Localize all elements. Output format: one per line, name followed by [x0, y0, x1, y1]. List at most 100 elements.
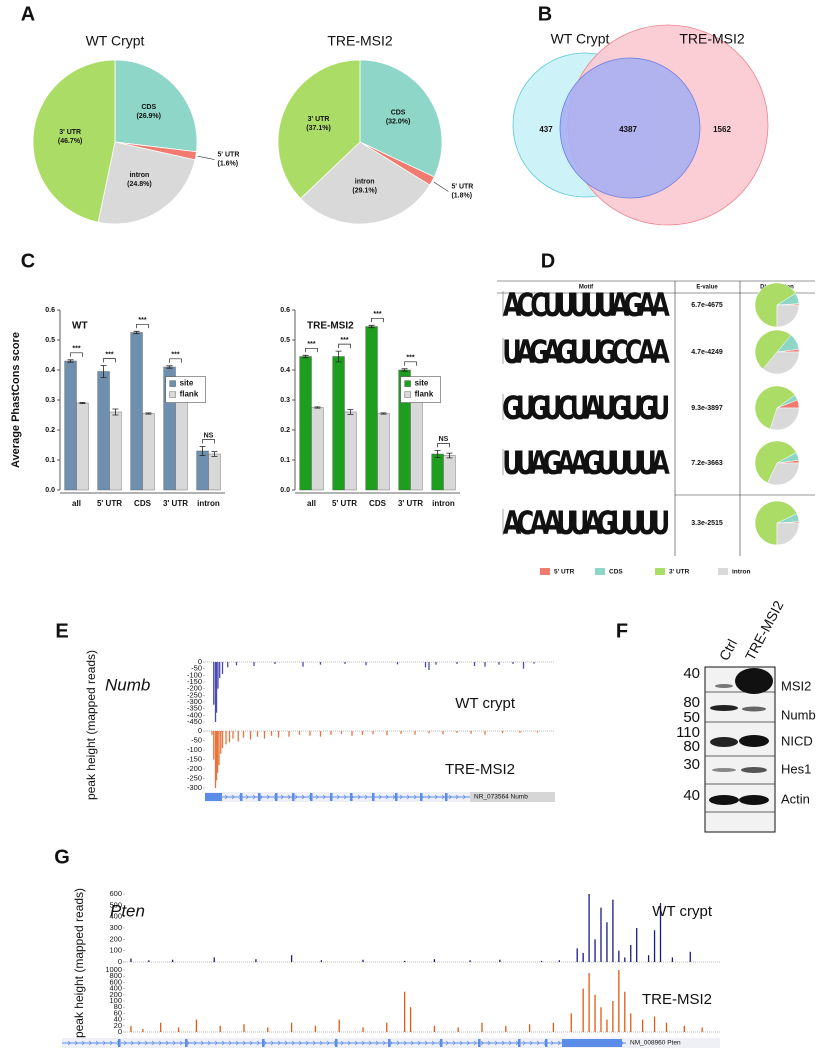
- motif-letter: G: [610, 390, 630, 428]
- bar: [377, 413, 390, 491]
- y-tick-label: 0.0: [280, 487, 290, 494]
- slice-value: (1.6%): [218, 160, 239, 167]
- error-bar: [67, 359, 74, 363]
- legend-label: flank: [180, 390, 199, 399]
- transcript-label: NM_008960 Pten: [630, 1040, 681, 1047]
- significance-bracket: [404, 361, 417, 366]
- slice-label: intron: [129, 172, 149, 179]
- motif-letter: C: [611, 334, 629, 372]
- strand-arrow: [434, 794, 439, 800]
- blot-band: [739, 735, 769, 747]
- panel-label: B: [538, 3, 552, 25]
- blot-band: [710, 737, 738, 747]
- strand-arrow: [137, 1040, 142, 1046]
- slice-label: 3' UTR: [308, 116, 330, 123]
- motif-letter: A: [503, 505, 522, 543]
- leader-line: [197, 155, 215, 160]
- motif-letter: A: [584, 505, 603, 543]
- strand-arrow: [277, 1040, 282, 1046]
- strand-arrow: [417, 1040, 422, 1046]
- pie-slice: [359, 59, 443, 178]
- motif-letter: C: [517, 505, 535, 543]
- strand-arrow: [207, 1040, 212, 1046]
- significance-label: ***: [72, 346, 80, 353]
- significance-bracket: [136, 323, 149, 329]
- error-bar: [133, 330, 140, 335]
- distribution-slice: [776, 304, 800, 328]
- strand-arrow: [529, 1040, 534, 1046]
- gene-name: Numb: [105, 675, 150, 694]
- strand-arrow: [245, 794, 250, 800]
- blot-band: [715, 684, 733, 688]
- strand-arrow: [301, 794, 306, 800]
- motif-letter: U: [624, 390, 643, 428]
- slice-value: (37.1%): [306, 125, 331, 132]
- x-tick-label: 5' UTR: [97, 499, 122, 508]
- strand-arrow: [459, 1040, 464, 1046]
- legend-swatch: [655, 568, 665, 575]
- bar: [443, 455, 456, 491]
- y-tick-label: 40: [114, 1015, 122, 1024]
- motif-letter: A: [651, 287, 670, 325]
- error-bar: [446, 452, 453, 459]
- pie-slice: [300, 141, 431, 225]
- y-tick-label: 800: [109, 971, 122, 980]
- gene-exon: [445, 793, 448, 801]
- strand-arrow: [252, 794, 257, 800]
- motif-letter: U: [597, 445, 616, 483]
- y-tick-label: 80: [114, 1002, 122, 1011]
- strand-arrow: [473, 1040, 478, 1046]
- distribution-slice: [762, 351, 800, 375]
- motif-letter: U: [516, 390, 535, 428]
- motif-letter: C: [517, 287, 535, 325]
- strand-arrow: [193, 1040, 198, 1046]
- strand-arrow: [340, 1040, 345, 1046]
- y-tick-label: 100: [109, 946, 122, 955]
- y-tick-label: -50: [191, 735, 202, 744]
- strand-arrow: [298, 1040, 303, 1046]
- gene-exon: [420, 793, 423, 801]
- pie-title: WT Crypt: [86, 33, 145, 49]
- venn-title: WT Crypt: [551, 31, 610, 47]
- strand-arrow: [130, 1040, 135, 1046]
- y-tick-label: -50: [191, 664, 202, 673]
- slice-label: 5' UTR: [451, 183, 473, 190]
- chart-subtitle: WT: [72, 321, 88, 332]
- y-tick-label: 0.6: [280, 307, 290, 314]
- motif-letter: G: [543, 445, 563, 483]
- legend-swatch: [718, 568, 728, 575]
- significance-label: ***: [138, 317, 146, 324]
- strand-arrow: [284, 1040, 289, 1046]
- error-bar: [112, 408, 119, 416]
- motif-letter: A: [543, 334, 562, 372]
- significance-bracket: [169, 358, 182, 363]
- motif-letter: U: [624, 445, 643, 483]
- strand-arrow: [557, 1040, 562, 1046]
- motif-letter: U: [570, 334, 589, 372]
- legend-label: intron: [732, 569, 750, 576]
- bar: [142, 413, 155, 491]
- motif-letter: G: [637, 390, 657, 428]
- y-tick-label: -100: [187, 670, 202, 679]
- x-tick-label: intron: [197, 499, 220, 508]
- motif-letter: A: [530, 505, 549, 543]
- strand-arrow: [294, 794, 299, 800]
- strand-arrow: [410, 1040, 415, 1046]
- track-title: TRE-MSI2: [642, 991, 712, 1008]
- gene-exon: [545, 1039, 548, 1047]
- y-tick-label: -450: [187, 717, 202, 726]
- strand-arrow: [263, 1040, 268, 1046]
- motif-letter: A: [570, 445, 589, 483]
- strand-arrow: [280, 794, 285, 800]
- motif-letter: U: [610, 505, 629, 543]
- legend-label: 5' UTR: [554, 569, 575, 576]
- y-tick-label: -400: [187, 710, 202, 719]
- x-tick-label: 5' UTR: [332, 499, 357, 508]
- strand-arrow: [123, 1040, 128, 1046]
- y-tick-label: 500: [109, 900, 122, 909]
- distribution-slice: [754, 385, 796, 430]
- motif-letter: A: [638, 334, 657, 372]
- leader-line: [433, 181, 449, 192]
- y-tick-label: 0.6: [45, 307, 55, 314]
- track-title: TRE-MSI2: [445, 761, 515, 778]
